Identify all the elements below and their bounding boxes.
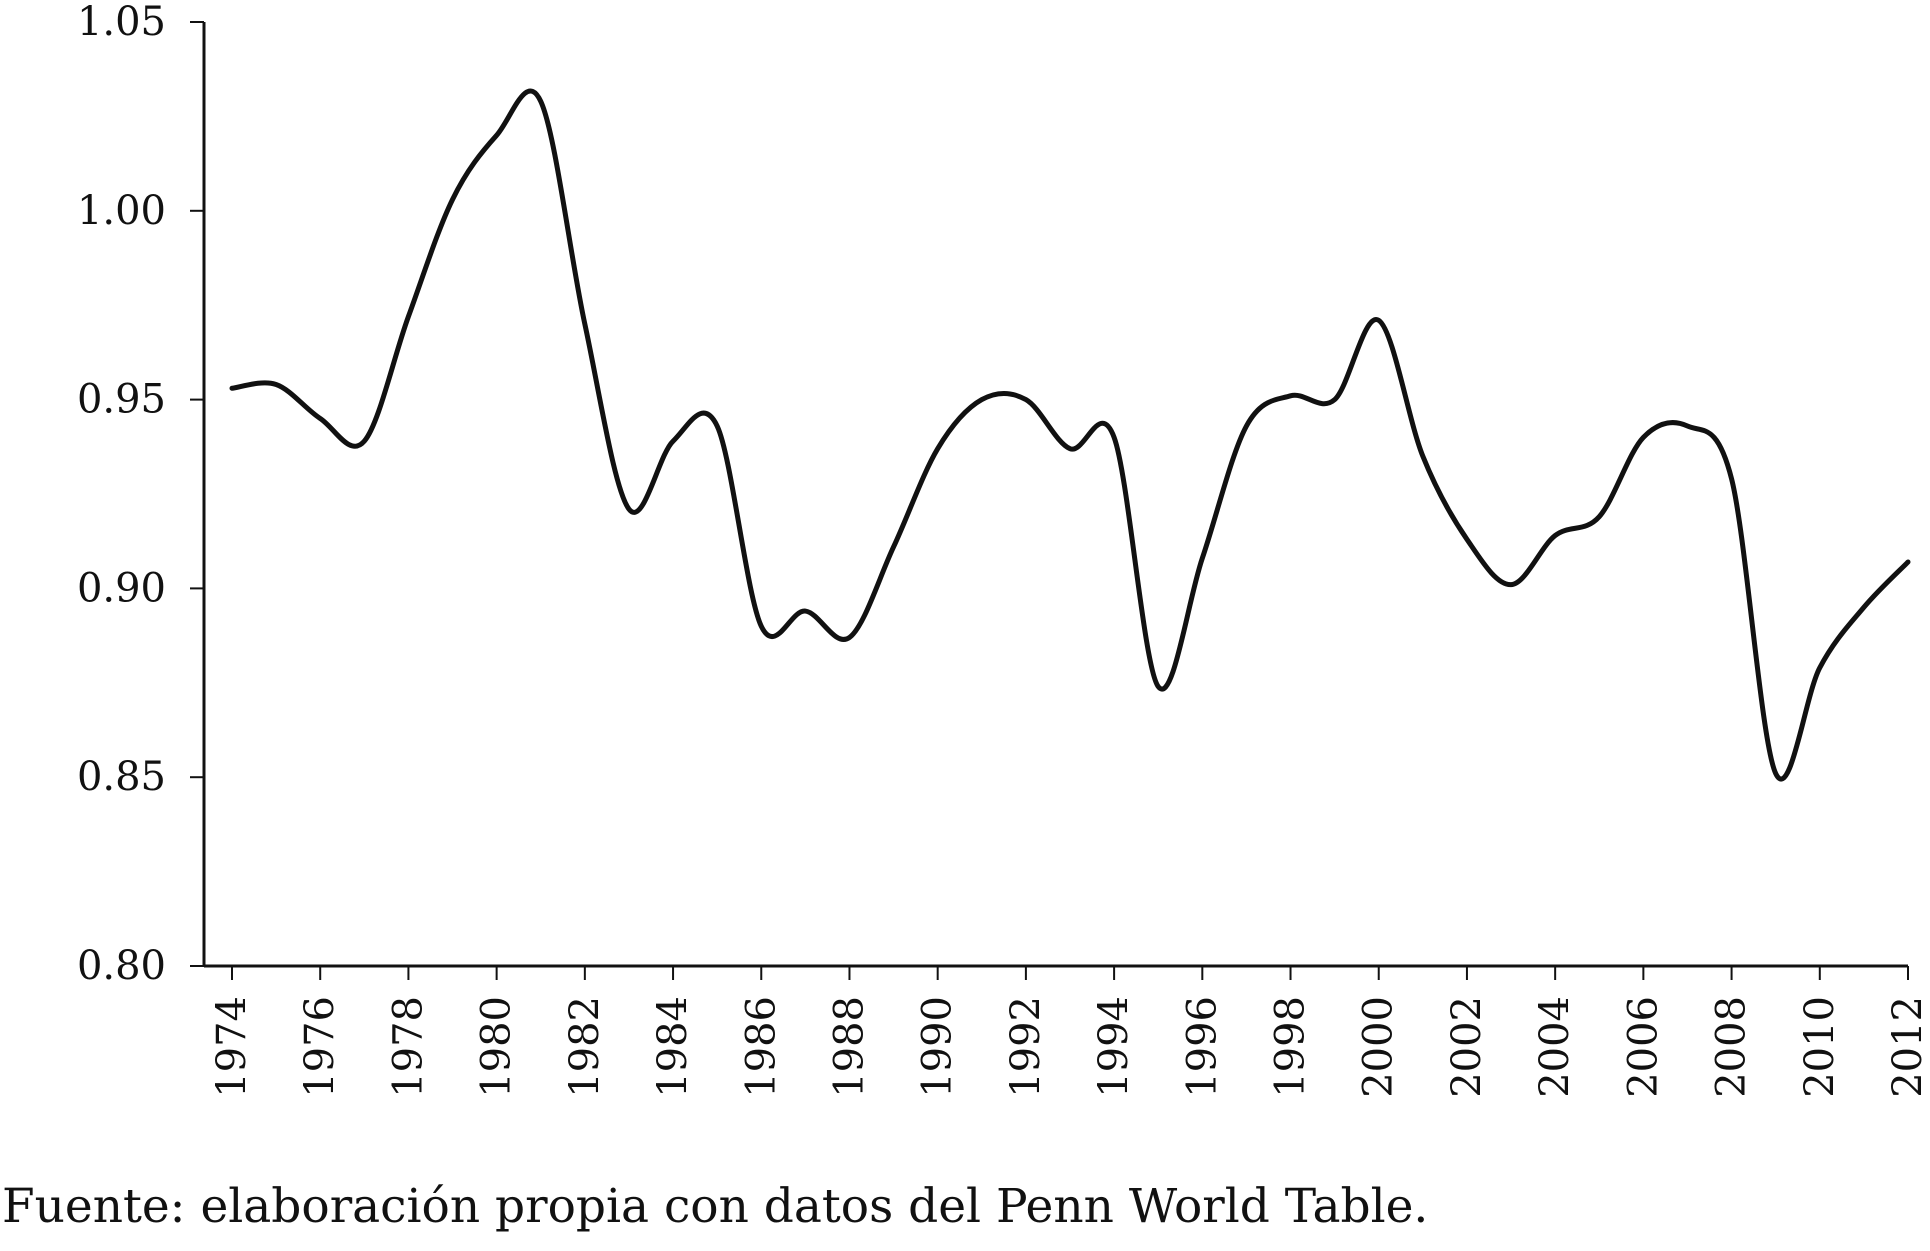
- y-tick-label: 0.80: [77, 943, 166, 989]
- x-tick-label: 1984: [650, 996, 696, 1098]
- x-tick-label: 1976: [297, 996, 343, 1098]
- y-tick-label: 0.95: [77, 377, 166, 423]
- x-tick-label: 1982: [562, 996, 608, 1098]
- y-tick-label: 1.05: [77, 0, 166, 45]
- x-tick-label: 2010: [1797, 996, 1843, 1098]
- y-tick-label: 0.85: [77, 754, 166, 800]
- y-axis-ticks: 0.80 0.85 0.90 0.95 1.00 1.05: [77, 0, 204, 989]
- x-tick-label: 1986: [738, 996, 784, 1098]
- x-tick-label: 2002: [1444, 996, 1490, 1098]
- x-tick-label: 1992: [1003, 996, 1049, 1098]
- x-tick-label: 2004: [1532, 996, 1578, 1098]
- x-tick-label: 2012: [1885, 996, 1930, 1098]
- series-line: [229, 88, 1911, 782]
- x-tick-label: 1988: [826, 996, 872, 1098]
- x-tick-label: 1994: [1091, 996, 1137, 1098]
- x-tick-label: 1998: [1268, 996, 1314, 1098]
- line-chart: 0.80 0.85 0.90 0.95 1.00 1.05 1974 1976 1978 198…: [77, 0, 1930, 1098]
- x-tick-label: 1996: [1179, 996, 1225, 1098]
- y-tick-label: 0.90: [77, 565, 166, 611]
- x-tick-label: 1978: [385, 996, 431, 1098]
- x-tick-label: 2008: [1709, 996, 1755, 1098]
- source-note: Fuente: elaboración propia con datos del…: [2, 1179, 1429, 1234]
- x-tick-label: 1974: [209, 996, 255, 1098]
- x-tick-label: 1990: [915, 996, 961, 1098]
- x-tick-label: 2006: [1620, 996, 1666, 1098]
- axes: [202, 22, 1908, 968]
- x-axis-ticks: 1974 1976 1978 1980 1982 1984 1986 1988 1990 1992…: [209, 966, 1930, 1098]
- x-tick-label: 2000: [1356, 996, 1402, 1098]
- y-tick-label: 1.00: [77, 188, 166, 234]
- x-tick-label: 1980: [474, 996, 520, 1098]
